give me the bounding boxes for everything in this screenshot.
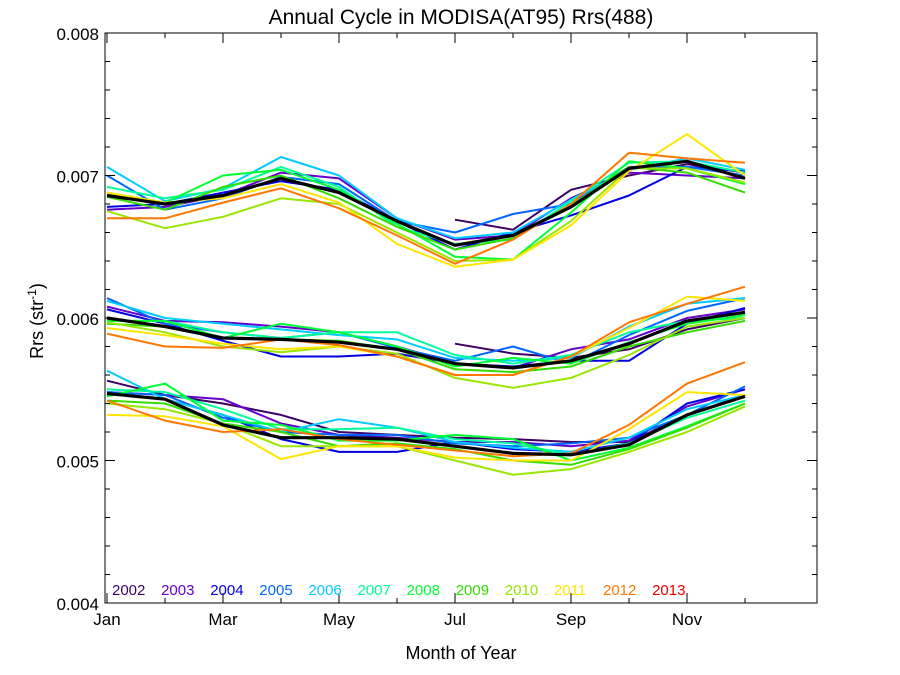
series-line-2011-band-3 (106, 391, 746, 462)
series-line-2012-band-3 (106, 361, 746, 458)
x-tick-label: Jan (93, 610, 120, 629)
series-line-2003-band-1 (106, 171, 746, 241)
y-axis-label-close: ) (27, 283, 47, 289)
y-tick-label: 0.008 (56, 25, 99, 44)
legend-item-2011: 2011 (554, 582, 586, 599)
y-tick-label: 0.004 (56, 595, 99, 614)
y-axis-label: Rrs (str-1) (25, 283, 47, 359)
legend-item-2006: 2006 (308, 582, 341, 599)
series-line-2007-band-2 (107, 317, 746, 365)
legend-item-2003: 2003 (161, 582, 194, 599)
y-tick-label: 0.006 (56, 310, 99, 329)
legend-item-2002: 2002 (112, 582, 145, 599)
legend-item-2009: 2009 (456, 582, 489, 599)
legend-item-2012: 2012 (603, 582, 636, 599)
legend-item-2010: 2010 (505, 582, 538, 599)
mean-line-band-1 (106, 159, 746, 247)
y-tick-label: 0.007 (56, 168, 99, 187)
legend-item-2005: 2005 (259, 582, 292, 599)
mean-line-band-2 (106, 310, 746, 370)
y-axis-label-main: Rrs (str (27, 300, 47, 359)
x-tick-label: Nov (672, 610, 703, 629)
mean-line-band-3 (106, 391, 746, 457)
x-tick-label: May (323, 610, 356, 629)
series-line-2011-band-1 (106, 133, 746, 268)
x-tick-label: Sep (556, 610, 586, 629)
series-line-2010-band-1 (106, 167, 746, 262)
series-line-2012-band-2 (106, 285, 746, 376)
x-tick-label: Jul (444, 610, 466, 629)
series-line-2008-band-1 (106, 160, 746, 261)
legend-item-2013: 2013 (652, 582, 685, 599)
series-line-2002-band-1 (454, 163, 746, 231)
legend-item-2007: 2007 (358, 582, 391, 599)
y-tick-label: 0.005 (56, 453, 99, 472)
plot-area: 0.004 0.005 0.006 0.007 0.008 Jan Mar May Jul Sep… (56, 25, 818, 629)
legend-item-2004: 2004 (210, 582, 243, 599)
series-line-2012-band-1 (107, 151, 746, 265)
series-line-2006-band-3 (106, 369, 746, 453)
legend-item-2008: 2008 (407, 582, 440, 599)
chart-title: Annual Cycle in MODISA(AT95) Rrs(488) (269, 6, 654, 29)
x-tick-label: Mar (208, 610, 238, 629)
x-axis-label: Month of Year (405, 643, 516, 663)
y-axis-label-exponent: -1 (25, 289, 39, 300)
series-line-2008-band-3 (106, 382, 746, 462)
